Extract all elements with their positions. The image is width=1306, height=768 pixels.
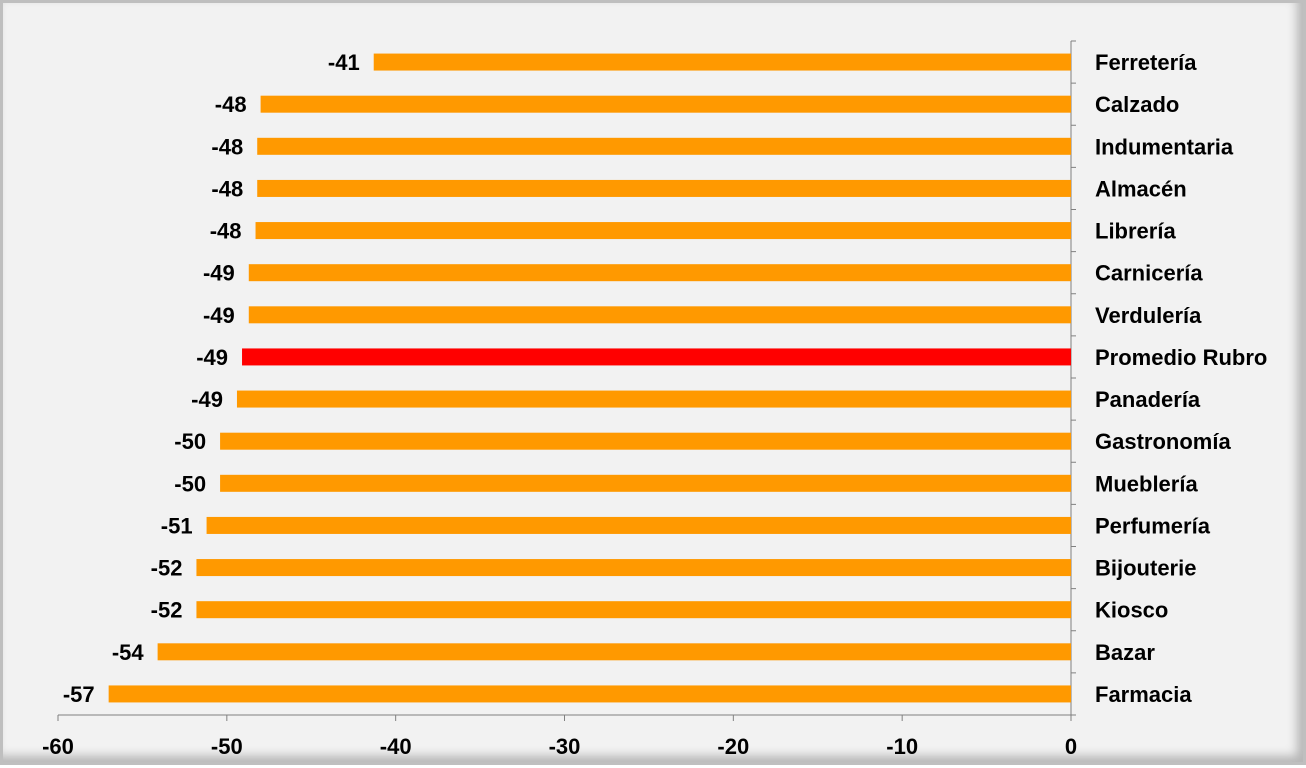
x-tick-label: -10 bbox=[886, 734, 918, 759]
bar bbox=[242, 348, 1072, 366]
data-label: -48 bbox=[210, 219, 242, 244]
data-label: -48 bbox=[215, 92, 247, 117]
category-label: Kiosco bbox=[1095, 598, 1168, 623]
data-label: -50 bbox=[174, 471, 206, 496]
bar bbox=[257, 137, 1071, 155]
data-label: -57 bbox=[63, 682, 95, 707]
data-label: -51 bbox=[161, 513, 193, 538]
x-tick-label: -40 bbox=[380, 734, 412, 759]
x-tick-label: -60 bbox=[42, 734, 74, 759]
bar bbox=[206, 516, 1071, 534]
bar bbox=[236, 390, 1072, 408]
x-tick-label: 0 bbox=[1065, 734, 1077, 759]
bar bbox=[373, 53, 1071, 71]
x-tick-label: -30 bbox=[549, 734, 581, 759]
category-label: Gastronomía bbox=[1095, 429, 1231, 454]
bar bbox=[248, 264, 1071, 282]
data-label: -49 bbox=[191, 387, 223, 412]
bar bbox=[260, 95, 1072, 113]
category-label: Ferretería bbox=[1095, 50, 1197, 75]
data-label: -41 bbox=[328, 50, 360, 75]
data-label: -49 bbox=[196, 345, 228, 370]
category-label: Librería bbox=[1095, 219, 1176, 244]
bar-chart: -41 Ferretería -48 Calzado -48 Indumentaria -4… bbox=[42, 40, 1267, 759]
data-label: -52 bbox=[151, 598, 183, 623]
x-tick-label: -20 bbox=[717, 734, 749, 759]
data-label: -50 bbox=[174, 429, 206, 454]
data-label: -52 bbox=[151, 556, 183, 581]
bar bbox=[255, 222, 1071, 240]
x-tick-label: -50 bbox=[211, 734, 243, 759]
category-label: Promedio Rubro bbox=[1095, 345, 1267, 370]
data-label: -54 bbox=[112, 640, 145, 665]
category-label: Almacén bbox=[1095, 176, 1187, 201]
category-label: Bazar bbox=[1095, 640, 1155, 665]
data-label: -48 bbox=[211, 134, 243, 159]
bar bbox=[257, 179, 1071, 197]
category-label: Mueblería bbox=[1095, 471, 1198, 496]
bar bbox=[196, 559, 1071, 577]
category-label: Farmacia bbox=[1095, 682, 1192, 707]
category-label: Panadería bbox=[1095, 387, 1201, 412]
category-label: Carnicería bbox=[1095, 261, 1203, 286]
data-label: -49 bbox=[203, 303, 235, 328]
bar bbox=[196, 601, 1071, 619]
data-label: -48 bbox=[211, 176, 243, 201]
bar bbox=[108, 685, 1071, 703]
bar bbox=[220, 432, 1071, 450]
category-label: Calzado bbox=[1095, 92, 1179, 117]
category-label: Perfumería bbox=[1095, 513, 1211, 538]
category-label: Verdulería bbox=[1095, 303, 1202, 328]
category-label: Bijouterie bbox=[1095, 556, 1196, 581]
bar bbox=[248, 306, 1071, 324]
bar bbox=[157, 643, 1071, 661]
data-label: -49 bbox=[203, 261, 235, 286]
bar bbox=[220, 474, 1071, 492]
category-label: Indumentaria bbox=[1095, 134, 1234, 159]
